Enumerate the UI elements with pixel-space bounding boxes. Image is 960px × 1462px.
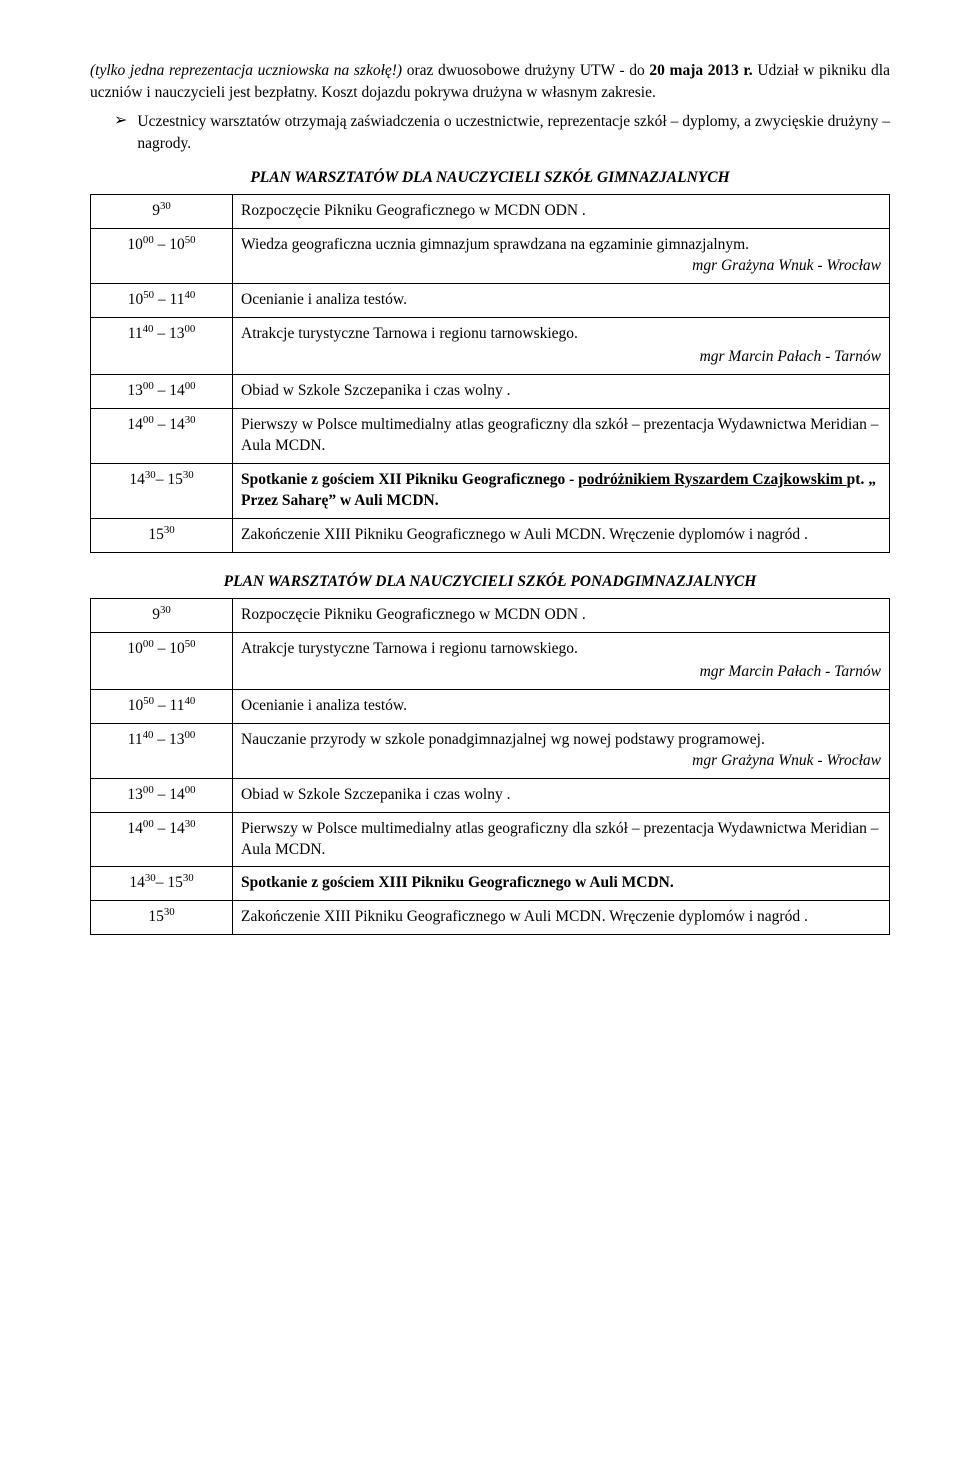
bullet-item: ➢ Uczestnicy warsztatów otrzymają zaświa… — [90, 111, 890, 154]
content-cell: Obiad w Szkole Szczepanika i czas wolny … — [233, 778, 890, 812]
content-cell: Pierwszy w Polsce multimedialny atlas ge… — [233, 812, 890, 867]
time-cell: 1000 – 1050 — [91, 229, 233, 284]
content-cell: Pierwszy w Polsce multimedialny atlas ge… — [233, 408, 890, 463]
time-cell: 930 — [91, 195, 233, 229]
section-1-title: PLAN WARSZTATÓW DLA NAUCZYCIELI SZKÓŁ GI… — [90, 167, 890, 189]
time-cell: 1300 – 1400 — [91, 778, 233, 812]
table-row: 1430– 1530Spotkanie z gościem XII Piknik… — [91, 463, 890, 518]
content-cell: Spotkanie z gościem XIII Pikniku Geograf… — [233, 867, 890, 901]
time-cell: 1400 – 1430 — [91, 812, 233, 867]
content-cell: Rozpoczęcie Pikniku Geograficznego w MCD… — [233, 195, 890, 229]
schedule-table-ponadgimnazjalne: 930Rozpoczęcie Pikniku Geograficznego w … — [90, 598, 890, 935]
table-row: 1430– 1530Spotkanie z gościem XIII Pikni… — [91, 867, 890, 901]
content-cell: Atrakcje turystyczne Tarnowa i regionu t… — [233, 318, 890, 375]
table-row: 1400 – 1430Pierwszy w Polsce multimedial… — [91, 812, 890, 867]
table-row: 1050 – 1140Ocenianie i analiza testów. — [91, 284, 890, 318]
table-row: 1140 – 1300Nauczanie przyrody w szkole p… — [91, 723, 890, 778]
content-cell: Wiedza geograficzna ucznia gimnazjum spr… — [233, 229, 890, 284]
intro-text-1: oraz dwuosobowe drużyny UTW - do — [402, 62, 649, 79]
content-cell: Ocenianie i analiza testów. — [233, 689, 890, 723]
content-cell: Rozpoczęcie Pikniku Geograficznego w MCD… — [233, 599, 890, 633]
time-cell: 1050 – 1140 — [91, 284, 233, 318]
table-row: 1400 – 1430Pierwszy w Polsce multimedial… — [91, 408, 890, 463]
table-row: 1300 – 1400Obiad w Szkole Szczepanika i … — [91, 374, 890, 408]
section-2-title: PLAN WARSZTATÓW DLA NAUCZYCIELI SZKÓŁ PO… — [90, 571, 890, 593]
bullet-text: Uczestnicy warsztatów otrzymają zaświadc… — [137, 111, 890, 154]
time-cell: 1000 – 1050 — [91, 633, 233, 690]
intro-date: 20 maja 2013 r. — [649, 62, 752, 79]
table-row: 1000 – 1050Atrakcje turystyczne Tarnowa … — [91, 633, 890, 690]
intro-italic: (tylko jedna reprezentacja uczniowska na… — [90, 62, 402, 79]
table-row: 1000 – 1050Wiedza geograficzna ucznia gi… — [91, 229, 890, 284]
content-cell: Obiad w Szkole Szczepanika i czas wolny … — [233, 374, 890, 408]
content-cell: Nauczanie przyrody w szkole ponadgimnazj… — [233, 723, 890, 778]
table-row: 1530Zakończenie XIII Pikniku Geograficzn… — [91, 518, 890, 552]
time-cell: 930 — [91, 599, 233, 633]
time-cell: 1050 – 1140 — [91, 689, 233, 723]
time-cell: 1530 — [91, 901, 233, 935]
arrow-icon: ➢ — [114, 111, 127, 132]
content-cell: Atrakcje turystyczne Tarnowa i regionu t… — [233, 633, 890, 690]
content-cell: Zakończenie XIII Pikniku Geograficznego … — [233, 518, 890, 552]
table-row: 1140 – 1300Atrakcje turystyczne Tarnowa … — [91, 318, 890, 375]
content-cell: Ocenianie i analiza testów. — [233, 284, 890, 318]
content-cell: Spotkanie z gościem XII Pikniku Geografi… — [233, 463, 890, 518]
table-row: 1050 – 1140Ocenianie i analiza testów. — [91, 689, 890, 723]
intro-paragraph: (tylko jedna reprezentacja uczniowska na… — [90, 60, 890, 103]
table-row: 1300 – 1400Obiad w Szkole Szczepanika i … — [91, 778, 890, 812]
table-row: 930Rozpoczęcie Pikniku Geograficznego w … — [91, 195, 890, 229]
time-cell: 1140 – 1300 — [91, 723, 233, 778]
time-cell: 1400 – 1430 — [91, 408, 233, 463]
table-row: 930Rozpoczęcie Pikniku Geograficznego w … — [91, 599, 890, 633]
content-cell: Zakończenie XIII Pikniku Geograficznego … — [233, 901, 890, 935]
time-cell: 1140 – 1300 — [91, 318, 233, 375]
time-cell: 1430– 1530 — [91, 867, 233, 901]
table-row: 1530Zakończenie XIII Pikniku Geograficzn… — [91, 901, 890, 935]
time-cell: 1300 – 1400 — [91, 374, 233, 408]
time-cell: 1530 — [91, 518, 233, 552]
time-cell: 1430– 1530 — [91, 463, 233, 518]
schedule-table-gimnazjalne: 930Rozpoczęcie Pikniku Geograficznego w … — [90, 194, 890, 552]
